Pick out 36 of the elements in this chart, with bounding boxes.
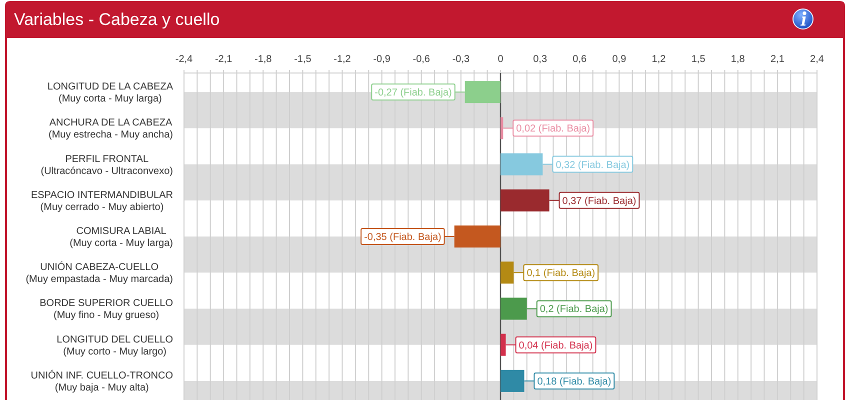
- y-tick-label: ESPACIO INTERMANDIBULAR (Muy cerrado - Muy abierto): [30, 190, 173, 213]
- x-tick-label: -0,6: [412, 54, 430, 65]
- y-tick-label: COMISURA LABIAL (Muy corta - Muy larga): [70, 226, 173, 249]
- y-tick-label: LONGITUD DEL CUELLO (Muy corto - Muy largo): [56, 334, 174, 358]
- x-tick-label: -0,9: [373, 54, 391, 65]
- y-tick-label: PERFIL FRONTAL (Ultracóncavo - Ultraconvexo): [40, 154, 173, 177]
- x-tick-label: -1,5: [294, 54, 312, 65]
- x-tick-label: 0,3: [533, 54, 548, 65]
- x-tick-label: 0,6: [572, 54, 588, 65]
- x-tick-label: 2,4: [810, 54, 824, 65]
- data-label: 0,37 (Fiab. Baja): [562, 196, 636, 207]
- data-label: 0,04 (Fiab. Baja): [518, 340, 593, 352]
- x-tick-label: -2,4: [175, 54, 194, 65]
- y-tick-label: UNIÓN CABEZA-CUELLO (Muy empastada - Muy marcada): [26, 261, 173, 286]
- data-label: 0,02 (Fiab. Baja): [516, 124, 590, 135]
- y-tick-label: ANCHURA DE LA CABEZA (Muy estrecha - Muy ancha): [48, 118, 173, 141]
- data-label: -0,35 (Fiab. Baja): [364, 232, 442, 243]
- data-label: 0,18 (Fiab. Baja): [537, 376, 612, 388]
- x-tick-label: 1,5: [691, 54, 706, 65]
- x-tick-label: 1,8: [730, 54, 746, 65]
- data-label: 0,1 (Fiab. Baja): [526, 268, 596, 280]
- x-tick-label: 2,1: [770, 54, 785, 65]
- x-tick-label: 0: [498, 54, 504, 65]
- x-tick-label: -0,3: [452, 54, 470, 65]
- x-tick-label: 0,9: [612, 54, 627, 65]
- x-tick-label: 1,2: [652, 54, 666, 65]
- x-tick-label: -1,2: [334, 54, 352, 65]
- data-label: 0,2 (Fiab. Baja): [540, 304, 608, 316]
- data-label: 0,32 (Fiab. Baja): [556, 160, 630, 171]
- y-tick-label: BORDE SUPERIOR CUELLO (Muy fino - Muy grueso): [40, 298, 174, 322]
- chart-title: Variables - Cabeza y cuello: [14, 10, 220, 29]
- x-tick-label: -2,1: [214, 54, 233, 65]
- y-tick-label: UNIÓN INF. CUELLO-TRONCO (Muy baja - Muy alta): [30, 369, 174, 394]
- x-tick-label: -1,8: [254, 54, 272, 65]
- y-tick-label: LONGITUD DE LA CABEZA (Muy corta - Muy larga): [47, 82, 174, 105]
- data-label: -0,27 (Fiab. Baja): [374, 88, 452, 99]
